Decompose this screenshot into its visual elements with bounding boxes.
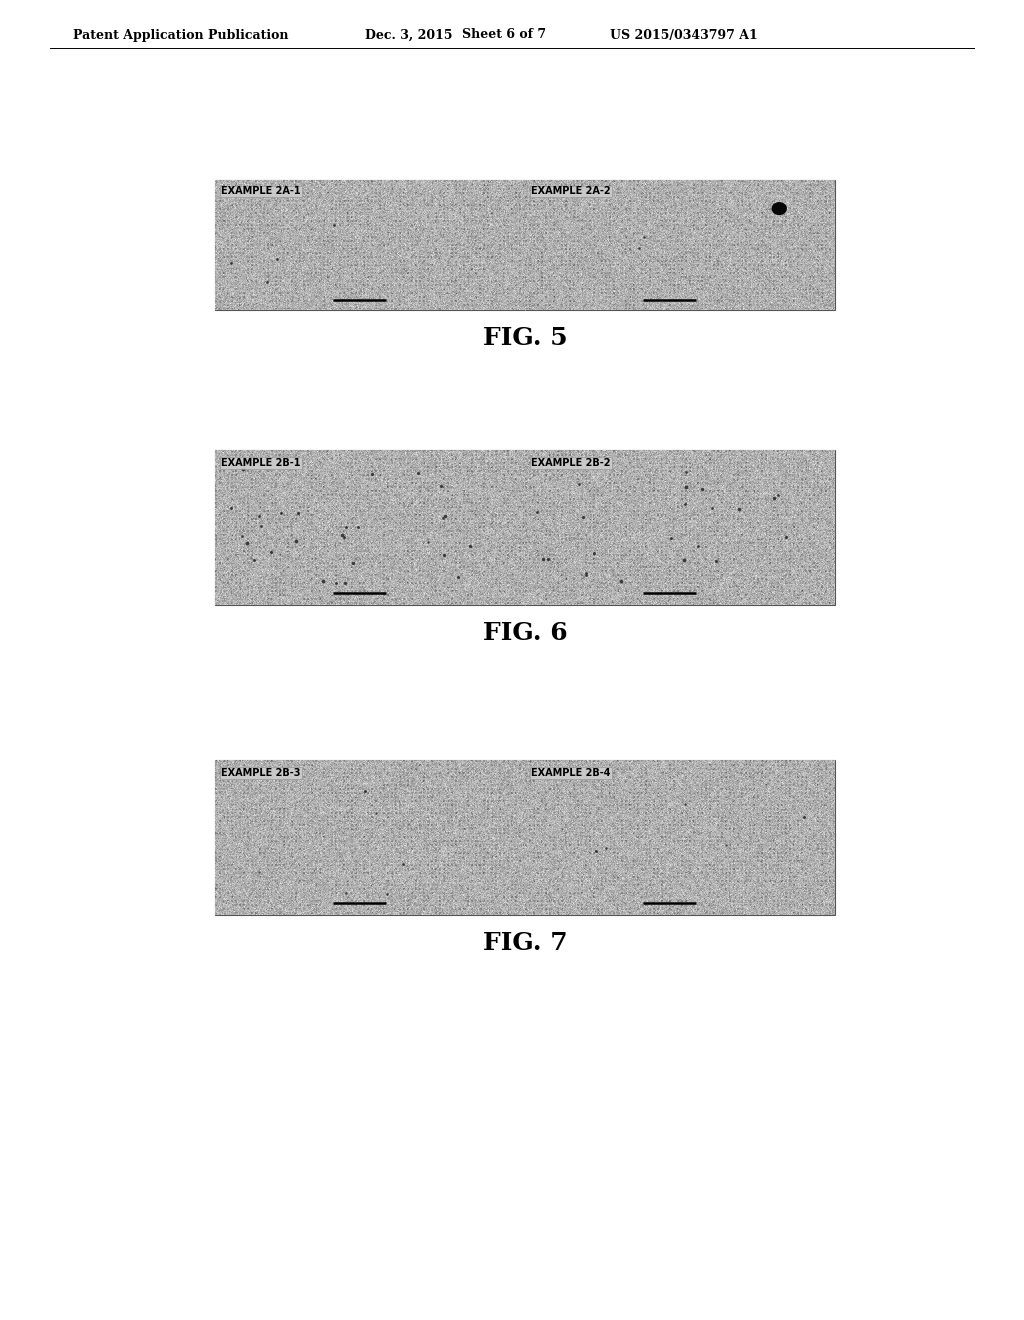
Text: EXAMPLE 2B-2: EXAMPLE 2B-2	[531, 458, 610, 467]
Ellipse shape	[772, 203, 786, 214]
Text: Sheet 6 of 7: Sheet 6 of 7	[462, 29, 546, 41]
Text: EXAMPLE 2B-3: EXAMPLE 2B-3	[221, 768, 301, 777]
Text: FIG. 5: FIG. 5	[482, 326, 567, 350]
Bar	[215, 450, 835, 605]
Text: EXAMPLE 2A-2: EXAMPLE 2A-2	[531, 186, 611, 197]
Text: EXAMPLE 2B-4: EXAMPLE 2B-4	[531, 768, 610, 777]
Text: US 2015/0343797 A1: US 2015/0343797 A1	[610, 29, 758, 41]
Text: EXAMPLE 2B-1: EXAMPLE 2B-1	[221, 458, 301, 467]
Text: FIG. 7: FIG. 7	[482, 931, 567, 954]
Text: Patent Application Publication: Patent Application Publication	[73, 29, 289, 41]
Text: Dec. 3, 2015: Dec. 3, 2015	[365, 29, 453, 41]
Bar	[215, 760, 835, 915]
Text: EXAMPLE 2A-1: EXAMPLE 2A-1	[221, 186, 301, 197]
Bar	[215, 180, 835, 310]
Text: FIG. 6: FIG. 6	[482, 620, 567, 645]
